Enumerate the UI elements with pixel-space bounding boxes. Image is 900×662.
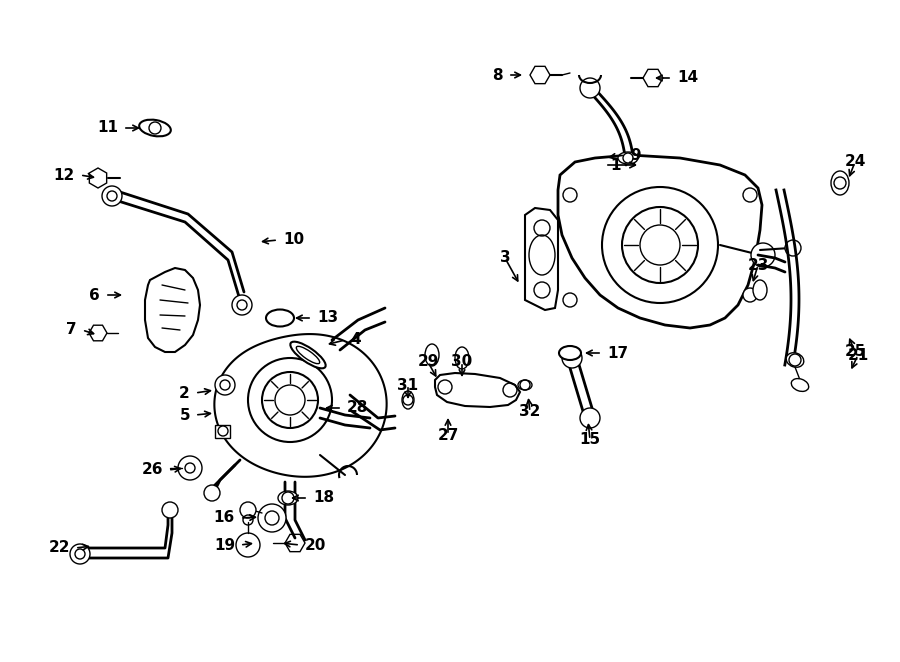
- Circle shape: [751, 243, 775, 267]
- Circle shape: [562, 348, 582, 368]
- Text: 1: 1: [610, 158, 620, 173]
- Circle shape: [602, 187, 718, 303]
- Ellipse shape: [402, 391, 414, 409]
- Text: 28: 28: [347, 401, 368, 416]
- Text: 17: 17: [607, 346, 628, 361]
- Text: 21: 21: [848, 348, 868, 363]
- Polygon shape: [435, 373, 520, 407]
- Text: 9: 9: [630, 148, 641, 162]
- Ellipse shape: [787, 353, 804, 367]
- Text: 18: 18: [313, 491, 334, 506]
- Circle shape: [580, 408, 600, 428]
- Circle shape: [640, 225, 680, 265]
- Text: 14: 14: [677, 70, 698, 85]
- Text: 13: 13: [317, 310, 338, 326]
- Text: 29: 29: [418, 354, 438, 369]
- Text: 20: 20: [305, 538, 327, 553]
- Polygon shape: [530, 66, 550, 83]
- Circle shape: [232, 295, 252, 315]
- Ellipse shape: [831, 171, 849, 195]
- Circle shape: [70, 544, 90, 564]
- Polygon shape: [145, 268, 200, 352]
- Text: 24: 24: [844, 154, 866, 169]
- Text: 6: 6: [89, 287, 100, 303]
- Polygon shape: [558, 155, 762, 328]
- Text: 8: 8: [492, 68, 503, 83]
- Text: 31: 31: [398, 377, 418, 393]
- Text: 11: 11: [97, 120, 118, 136]
- Ellipse shape: [425, 344, 439, 366]
- Circle shape: [178, 456, 202, 480]
- Circle shape: [248, 358, 332, 442]
- Circle shape: [102, 186, 122, 206]
- Circle shape: [215, 375, 235, 395]
- Ellipse shape: [518, 380, 532, 390]
- Ellipse shape: [140, 120, 171, 136]
- Ellipse shape: [618, 152, 638, 164]
- Circle shape: [563, 188, 577, 202]
- Circle shape: [218, 426, 228, 436]
- Text: 10: 10: [283, 232, 304, 248]
- Text: 26: 26: [141, 463, 163, 477]
- Ellipse shape: [455, 347, 469, 369]
- Ellipse shape: [791, 379, 809, 391]
- Text: 22: 22: [49, 540, 70, 555]
- Circle shape: [204, 485, 220, 501]
- Text: 12: 12: [54, 167, 75, 183]
- Text: 2: 2: [179, 385, 190, 401]
- Text: 7: 7: [67, 322, 77, 338]
- Polygon shape: [643, 70, 663, 87]
- Circle shape: [262, 372, 318, 428]
- Text: 32: 32: [519, 404, 541, 420]
- Circle shape: [743, 288, 757, 302]
- Text: 4: 4: [350, 332, 361, 348]
- Circle shape: [236, 533, 260, 557]
- Circle shape: [162, 502, 178, 518]
- Circle shape: [743, 188, 757, 202]
- Text: 16: 16: [214, 510, 235, 526]
- Text: 30: 30: [452, 354, 472, 369]
- Polygon shape: [214, 334, 387, 477]
- Polygon shape: [215, 425, 230, 438]
- Ellipse shape: [266, 310, 294, 326]
- Ellipse shape: [291, 342, 326, 368]
- Ellipse shape: [296, 346, 320, 363]
- Polygon shape: [89, 168, 107, 188]
- Text: 25: 25: [844, 344, 866, 359]
- Circle shape: [563, 293, 577, 307]
- Polygon shape: [89, 325, 107, 341]
- Circle shape: [785, 240, 801, 256]
- Ellipse shape: [559, 346, 581, 360]
- Circle shape: [580, 78, 600, 98]
- Circle shape: [622, 207, 698, 283]
- Ellipse shape: [753, 280, 767, 300]
- Circle shape: [258, 504, 286, 532]
- Circle shape: [240, 502, 256, 518]
- Polygon shape: [525, 208, 558, 310]
- Text: 19: 19: [214, 538, 235, 553]
- Text: 27: 27: [437, 428, 459, 442]
- Circle shape: [275, 385, 305, 415]
- Text: 23: 23: [747, 258, 769, 273]
- Text: 15: 15: [580, 432, 600, 448]
- Polygon shape: [285, 534, 305, 551]
- Text: 5: 5: [179, 408, 190, 422]
- Text: 3: 3: [500, 250, 510, 265]
- Ellipse shape: [278, 491, 298, 505]
